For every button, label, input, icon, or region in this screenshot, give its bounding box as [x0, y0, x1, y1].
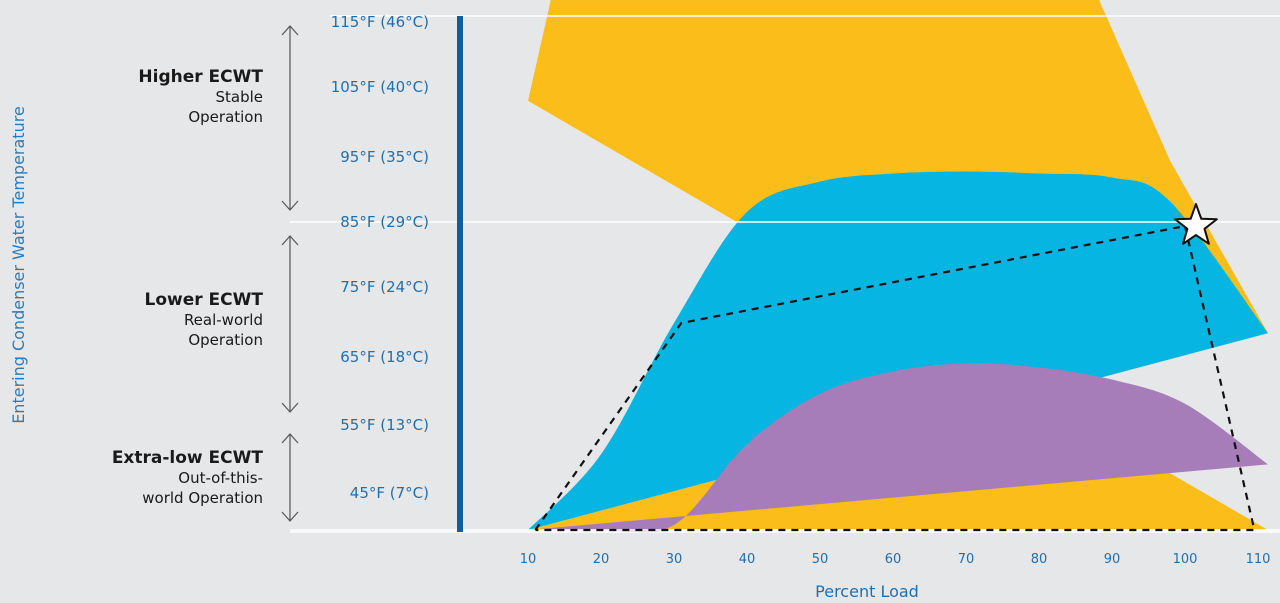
- zone-arrow-head-down: [281, 511, 299, 522]
- x-tick-label: 70: [958, 552, 975, 567]
- x-tick-label: 50: [812, 552, 829, 567]
- x-tick-label: 90: [1104, 552, 1121, 567]
- x-tick-label: 10: [520, 552, 537, 567]
- x-axis-title: Percent Load: [815, 582, 919, 601]
- chart-regions: [528, 0, 1268, 533]
- y-tick-label: 115°F (46°C): [331, 13, 429, 31]
- y-tick-label: 45°F (7°C): [350, 484, 429, 502]
- y-axis-title: Entering Condenser Water Temperature: [9, 106, 28, 424]
- region-2: [528, 171, 1268, 530]
- x-tick-label: 40: [739, 552, 756, 567]
- zone-arrow-head-up: [281, 433, 299, 444]
- zone-arrow-head-up: [281, 235, 299, 246]
- zone-description: Operation: [188, 331, 263, 349]
- zone-arrow-head-down: [281, 200, 299, 211]
- x-tick-labels: 10 20 30 40 50 60 70 80 90 100 110: [520, 552, 1271, 567]
- zone-description: Out-of-this-: [178, 469, 263, 487]
- zone-arrow-head-up: [281, 25, 299, 36]
- y-tick-labels: 115°F (46°C) 105°F (40°C) 95°F (35°C) 85°F …: [331, 13, 429, 502]
- y-tick-label: 75°F (24°C): [340, 278, 429, 296]
- x-tick-label: 100: [1173, 552, 1198, 567]
- x-tick-label: 60: [885, 552, 902, 567]
- zone-arrow-head-down: [281, 402, 299, 413]
- zone-title: Higher ECWT: [138, 67, 263, 87]
- star-marker: [1174, 203, 1218, 245]
- zone-description: world Operation: [142, 489, 263, 507]
- x-tick-label: 110: [1246, 552, 1271, 567]
- dashed-envelope: [534, 224, 1256, 532]
- star-icon: [1174, 203, 1218, 245]
- x-tick-label: 80: [1031, 552, 1048, 567]
- zone-description: Real-world: [184, 311, 263, 329]
- y-tick-label: 95°F (35°C): [340, 148, 429, 166]
- y-axis-bar: [457, 16, 463, 532]
- zone-title: Lower ECWT: [145, 290, 264, 310]
- y-tick-label: 55°F (13°C): [340, 416, 429, 434]
- envelope-line: [534, 224, 1256, 532]
- y-tick-label: 105°F (40°C): [331, 78, 429, 96]
- y-tick-label: 65°F (18°C): [340, 348, 429, 366]
- zone-title: Extra-low ECWT: [112, 448, 264, 468]
- zone-description: Operation: [188, 108, 263, 126]
- x-tick-label: 20: [593, 552, 610, 567]
- gridlines: [290, 15, 1280, 533]
- region-3: [528, 363, 1268, 533]
- x-tick-label: 30: [666, 552, 683, 567]
- y-tick-label: 85°F (29°C): [340, 213, 429, 231]
- zone-description: Stable: [215, 88, 263, 106]
